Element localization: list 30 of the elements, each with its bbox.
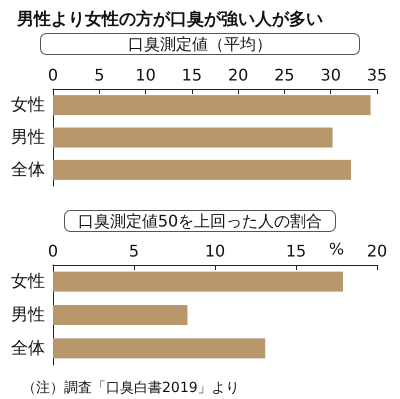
- x-tick-label: 0: [48, 66, 58, 84]
- x-tick-label: 10: [135, 66, 156, 84]
- x-tick-label: 30: [320, 66, 341, 84]
- x-axis-title: %: [328, 240, 344, 258]
- y-tick-label: 女性: [11, 272, 45, 292]
- text: （注）調査「口臭白書2019」より: [22, 380, 240, 396]
- x-tick-label: 5: [94, 66, 104, 84]
- chart-subtitle: 口臭測定値（平均）: [128, 34, 272, 54]
- x-tick-label: 35: [366, 66, 388, 84]
- y-tick-label: 全体: [11, 338, 45, 358]
- bar: [53, 305, 188, 325]
- x-tick-label: 20: [366, 242, 388, 260]
- bar: [53, 272, 343, 292]
- y-tick-label: 男性: [11, 128, 45, 148]
- x-tick-label: 0: [48, 242, 58, 260]
- y-tick-label: 全体: [11, 160, 45, 180]
- chart-title: 男性より女性の方が口臭が強い人が多い: [16, 10, 323, 30]
- y-tick-label: 男性: [11, 305, 45, 325]
- x-tick-label: 20: [228, 66, 248, 84]
- bar: [53, 95, 371, 116]
- bar: [53, 128, 333, 148]
- x-tick-label: 25: [274, 66, 295, 84]
- chart-title: 口臭測定値50を上回った人の割合: [78, 212, 322, 230]
- x-tick-label: 5: [128, 242, 140, 260]
- bar: [53, 160, 352, 180]
- x-tick-label: 10: [204, 242, 226, 260]
- x-tick-label: 15: [286, 242, 306, 260]
- y-tick-label: 女性: [11, 95, 45, 116]
- bar: [53, 338, 266, 358]
- x-tick-label: 15: [182, 66, 202, 84]
